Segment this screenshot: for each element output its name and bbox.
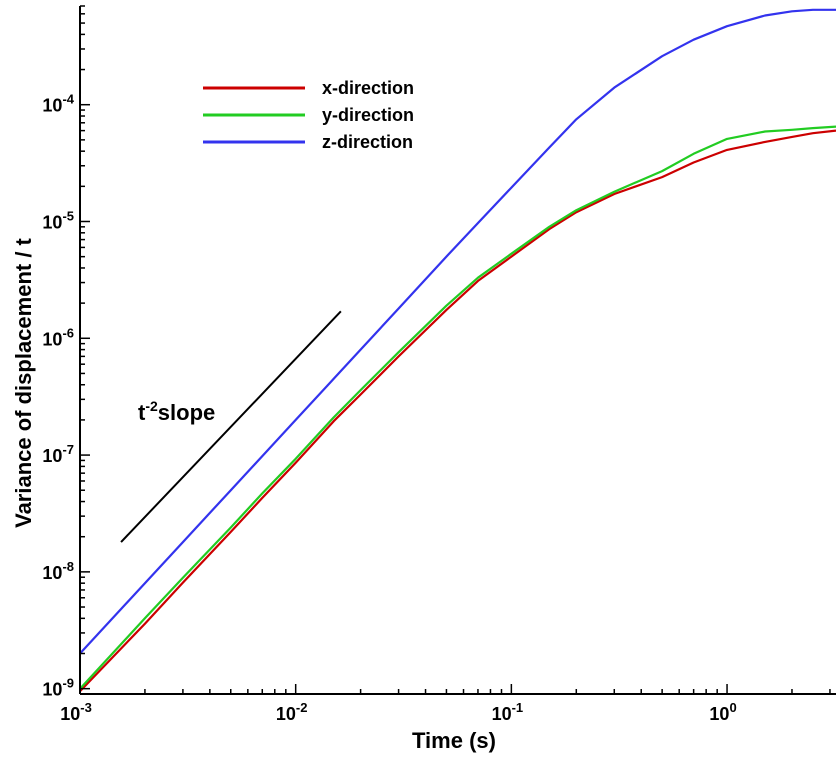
y-tick-label: 10-5: [42, 208, 74, 232]
x-tick-label-exponent: -1: [512, 700, 524, 715]
slope-label-text: slope: [158, 400, 215, 425]
x-tick-label-base: 10: [709, 704, 729, 724]
y-tick-label: 10-6: [42, 325, 74, 349]
y-tick-label: 10-7: [42, 442, 74, 466]
y-tick-label-exponent: -7: [62, 442, 74, 457]
series-lines: [79, 8, 836, 693]
y-tick-label-base: 10: [42, 680, 62, 700]
y-tick-label-base: 10: [42, 96, 62, 116]
y-tick-label-exponent: -6: [62, 325, 74, 340]
x-tick-label: 100: [709, 700, 736, 724]
slope-annotation: t-2slope: [120, 310, 342, 543]
slope-reference-line: [120, 310, 342, 543]
slope-label-exponent: -2: [145, 398, 158, 414]
y-tick-label-base: 10: [42, 329, 62, 349]
series-line-x-direction: [79, 129, 836, 693]
y-tick-label-base: 10: [42, 446, 62, 466]
x-tick-label: 10-1: [492, 700, 524, 724]
y-tick-label-exponent: -5: [62, 208, 74, 223]
x-tick-label: 10-2: [276, 700, 308, 724]
slope-label: t-2slope: [138, 398, 215, 425]
y-tick-label-base: 10: [42, 563, 62, 583]
y-tick-label-exponent: -4: [62, 92, 74, 107]
legend: x-direction y-direction z-direction: [203, 78, 414, 152]
x-tick-label: 10-3: [60, 700, 92, 724]
legend-label-y: y-direction: [322, 105, 414, 125]
x-tick-label-exponent: -3: [80, 700, 92, 715]
y-tick-label-exponent: -8: [62, 559, 74, 574]
y-tick-label-base: 10: [42, 212, 62, 232]
y-axis-label: Variance of displacement / t: [11, 237, 36, 527]
x-axis-label: Time (s): [412, 728, 496, 753]
x-tick-label-base: 10: [492, 704, 512, 724]
y-tick-label: 10-8: [42, 559, 74, 583]
y-tick-label: 10-4: [42, 92, 74, 116]
y-tick-label: 10-9: [42, 676, 74, 700]
legend-label-x: x-direction: [322, 78, 414, 98]
legend-label-z: z-direction: [322, 132, 413, 152]
series-line-z-direction: [79, 8, 836, 655]
x-tick-label-exponent: -2: [296, 700, 308, 715]
x-tick-label-exponent: 0: [729, 700, 736, 715]
y-tick-label-exponent: -9: [62, 676, 74, 691]
slope-label-base: t: [138, 400, 146, 425]
series-line-y-direction: [79, 125, 836, 690]
x-tick-label-base: 10: [276, 704, 296, 724]
x-tick-label-base: 10: [60, 704, 80, 724]
